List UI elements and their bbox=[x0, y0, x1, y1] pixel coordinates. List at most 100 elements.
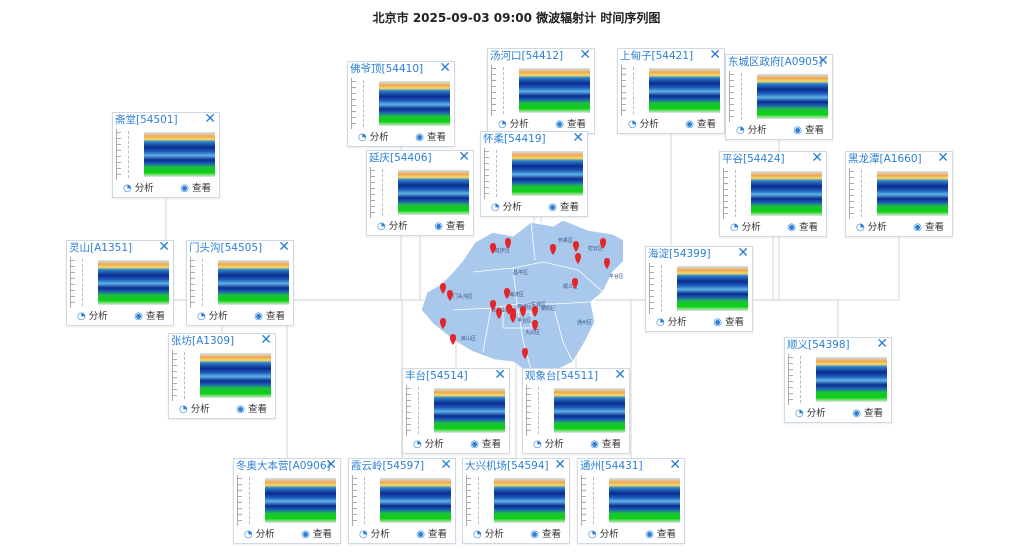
view-button[interactable]: ◉ 查看 bbox=[134, 309, 165, 325]
analyze-button[interactable]: ◔ 分析 bbox=[588, 527, 619, 543]
time-series-plot[interactable] bbox=[729, 71, 829, 122]
view-button[interactable]: ◉ 查看 bbox=[645, 527, 676, 543]
map-pin-icon[interactable] bbox=[496, 308, 502, 319]
map-pin-icon[interactable] bbox=[522, 348, 528, 359]
map-pin-icon[interactable] bbox=[550, 244, 556, 255]
view-button[interactable]: ◉ 查看 bbox=[852, 406, 883, 422]
analyze-button[interactable]: ◔ 分析 bbox=[244, 527, 275, 543]
view-button[interactable]: ◉ 查看 bbox=[555, 117, 586, 133]
analyze-button[interactable]: ◔ 分析 bbox=[498, 117, 529, 133]
view-button[interactable]: ◉ 查看 bbox=[236, 402, 267, 418]
analyze-button[interactable]: ◔ 分析 bbox=[358, 130, 389, 146]
close-icon[interactable]: ✕ bbox=[554, 457, 566, 473]
time-series-plot[interactable] bbox=[788, 354, 888, 405]
analyze-button[interactable]: ◔ 分析 bbox=[197, 309, 228, 325]
close-icon[interactable]: ✕ bbox=[325, 457, 337, 473]
close-icon[interactable]: ✕ bbox=[811, 150, 823, 166]
map-pin-icon[interactable] bbox=[575, 253, 581, 264]
view-button[interactable]: ◉ 查看 bbox=[685, 117, 716, 133]
analyze-button[interactable]: ◔ 分析 bbox=[736, 123, 767, 139]
analyze-button[interactable]: ◔ 分析 bbox=[179, 402, 210, 418]
analyze-button[interactable]: ◔ 分析 bbox=[413, 437, 444, 453]
map-pin-icon[interactable] bbox=[600, 238, 606, 249]
time-series-plot[interactable] bbox=[370, 167, 470, 218]
close-icon[interactable]: ✕ bbox=[204, 111, 216, 127]
map-pin-icon[interactable] bbox=[532, 320, 538, 331]
time-series-plot[interactable] bbox=[406, 385, 506, 436]
close-icon[interactable]: ✕ bbox=[278, 239, 290, 255]
time-series-plot[interactable] bbox=[526, 385, 626, 436]
close-icon[interactable]: ✕ bbox=[158, 239, 170, 255]
map-pin-icon[interactable] bbox=[447, 290, 453, 301]
time-series-plot[interactable] bbox=[237, 475, 337, 526]
close-icon[interactable]: ✕ bbox=[572, 130, 584, 146]
analyze-button[interactable]: ◔ 分析 bbox=[377, 219, 408, 235]
time-series-plot[interactable] bbox=[466, 475, 566, 526]
close-icon[interactable]: ✕ bbox=[669, 457, 681, 473]
analyze-button[interactable]: ◔ 分析 bbox=[730, 220, 761, 236]
close-icon[interactable]: ✕ bbox=[494, 367, 506, 383]
analyze-button[interactable]: ◔ 分析 bbox=[491, 200, 522, 216]
time-series-plot[interactable] bbox=[484, 148, 584, 199]
view-button[interactable]: ◉ 查看 bbox=[530, 527, 561, 543]
time-series-plot[interactable] bbox=[581, 475, 681, 526]
analyze-button[interactable]: ◔ 分析 bbox=[856, 220, 887, 236]
time-series-plot[interactable] bbox=[723, 168, 823, 219]
close-icon[interactable]: ✕ bbox=[614, 367, 626, 383]
map-pin-icon[interactable] bbox=[510, 308, 516, 319]
analyze-button[interactable]: ◔ 分析 bbox=[359, 527, 390, 543]
time-series-plot[interactable] bbox=[491, 65, 591, 116]
time-series-plot[interactable] bbox=[172, 350, 272, 401]
view-button[interactable]: ◉ 查看 bbox=[180, 181, 211, 197]
view-button[interactable]: ◉ 查看 bbox=[254, 309, 285, 325]
view-button[interactable]: ◉ 查看 bbox=[301, 527, 332, 543]
time-series-plot[interactable] bbox=[351, 78, 451, 129]
view-button[interactable]: ◉ 查看 bbox=[548, 200, 579, 216]
analyze-button[interactable]: ◔ 分析 bbox=[656, 315, 687, 331]
map-pin-icon[interactable] bbox=[604, 258, 610, 269]
map-pin-icon[interactable] bbox=[532, 306, 538, 317]
time-series-plot[interactable] bbox=[190, 257, 290, 308]
view-button[interactable]: ◉ 查看 bbox=[470, 437, 501, 453]
map-pin-icon[interactable] bbox=[490, 243, 496, 254]
view-button[interactable]: ◉ 查看 bbox=[713, 315, 744, 331]
close-icon[interactable]: ✕ bbox=[579, 47, 591, 63]
map-pin-icon[interactable] bbox=[572, 278, 578, 289]
analyze-button[interactable]: ◔ 分析 bbox=[795, 406, 826, 422]
close-icon[interactable]: ✕ bbox=[439, 60, 451, 76]
view-button[interactable]: ◉ 查看 bbox=[415, 130, 446, 146]
map-pin-icon[interactable] bbox=[520, 306, 526, 317]
analyze-button[interactable]: ◔ 分析 bbox=[473, 527, 504, 543]
map-pin-icon[interactable] bbox=[450, 334, 456, 345]
time-series-plot[interactable] bbox=[116, 129, 216, 180]
close-icon[interactable]: ✕ bbox=[876, 336, 888, 352]
time-series-plot[interactable] bbox=[621, 65, 721, 116]
map-pin-icon[interactable] bbox=[440, 318, 446, 329]
view-button[interactable]: ◉ 查看 bbox=[416, 527, 447, 543]
view-button[interactable]: ◉ 查看 bbox=[793, 123, 824, 139]
time-series-plot[interactable] bbox=[352, 475, 452, 526]
time-series-plot[interactable] bbox=[70, 257, 170, 308]
view-button[interactable]: ◉ 查看 bbox=[590, 437, 621, 453]
view-button[interactable]: ◉ 查看 bbox=[434, 219, 465, 235]
map-pin-icon[interactable] bbox=[573, 241, 579, 252]
close-icon[interactable]: ✕ bbox=[737, 245, 749, 261]
time-series-plot[interactable] bbox=[849, 168, 949, 219]
close-icon[interactable]: ✕ bbox=[260, 332, 272, 348]
close-icon[interactable]: ✕ bbox=[817, 53, 829, 69]
analyze-button[interactable]: ◔ 分析 bbox=[123, 181, 154, 197]
close-icon[interactable]: ✕ bbox=[458, 149, 470, 165]
time-series-plot[interactable] bbox=[649, 263, 749, 314]
close-icon[interactable]: ✕ bbox=[937, 150, 949, 166]
close-icon[interactable]: ✕ bbox=[709, 47, 721, 63]
map-pin-icon[interactable] bbox=[440, 283, 446, 294]
analyze-button[interactable]: ◔ 分析 bbox=[533, 437, 564, 453]
analyze-button[interactable]: ◔ 分析 bbox=[628, 117, 659, 133]
view-button[interactable]: ◉ 查看 bbox=[913, 220, 944, 236]
map-pin-icon[interactable] bbox=[504, 288, 510, 299]
map-pin-icon[interactable] bbox=[490, 300, 496, 311]
view-button[interactable]: ◉ 查看 bbox=[787, 220, 818, 236]
analyze-button[interactable]: ◔ 分析 bbox=[77, 309, 108, 325]
close-icon[interactable]: ✕ bbox=[440, 457, 452, 473]
map-pin-icon[interactable] bbox=[505, 238, 511, 249]
